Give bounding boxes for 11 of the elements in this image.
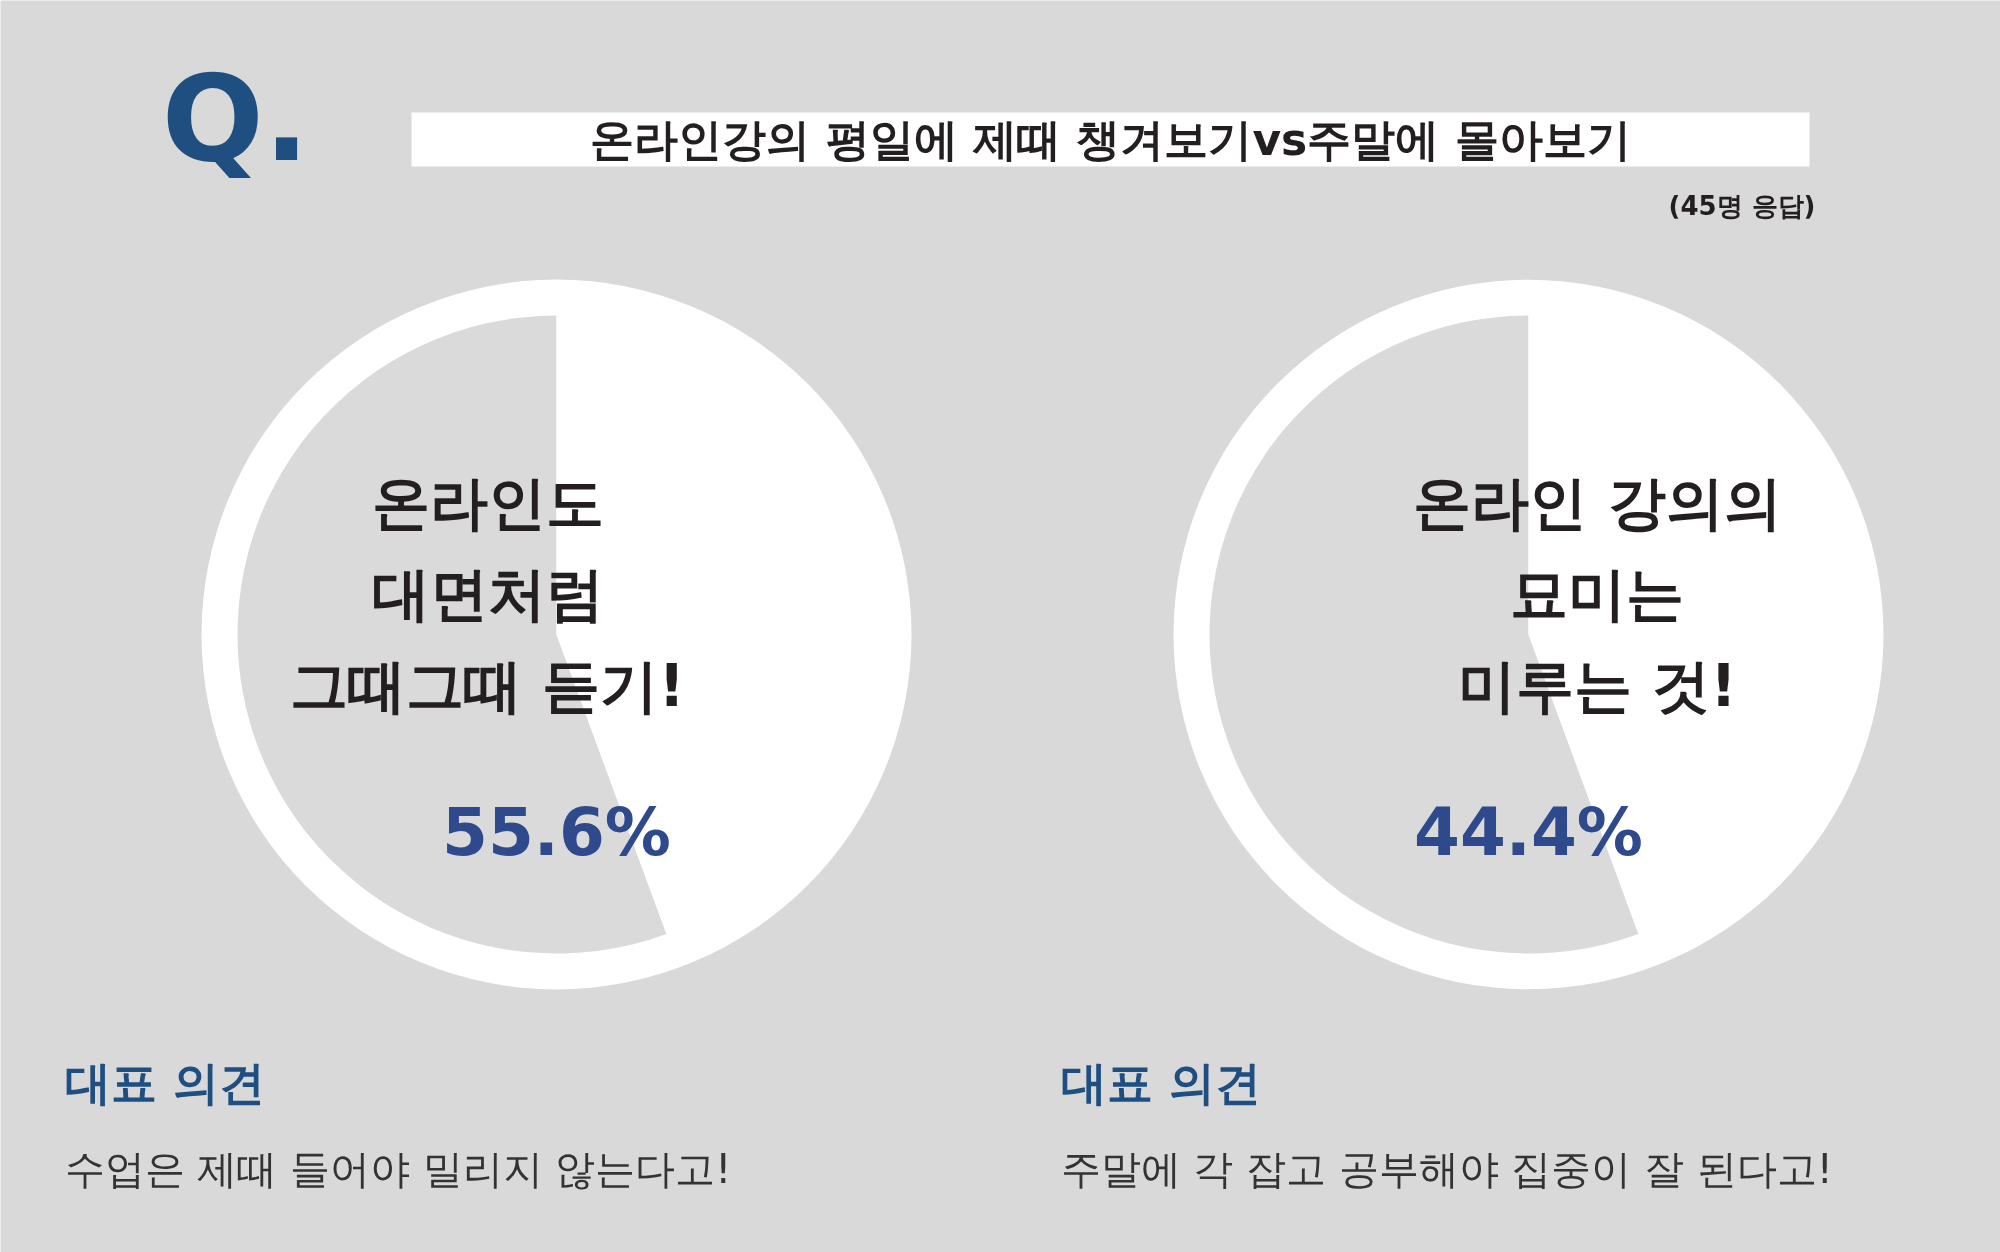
slice-label: 온라인 강의의 묘미는 미루는 것! bbox=[1413, 468, 1782, 721]
data-label: 55.6% bbox=[442, 794, 671, 871]
text: Q. bbox=[161, 49, 310, 188]
data-label: 44.4% bbox=[1414, 794, 1643, 871]
text: 대표 의견 bbox=[64, 1055, 265, 1110]
slice-label: 온라인도 대면처럼 그때그때 듣기! bbox=[290, 468, 685, 721]
text: 수업은 제때 들어야 밀리지 않는다고! bbox=[64, 1145, 732, 1192]
chart-subtitle: (45명 응답) bbox=[1668, 190, 1816, 221]
text: 대표 의견 bbox=[1060, 1055, 1261, 1110]
text: 온라인강의 평일에 제때 챙겨보기vs주말에 몰아보기 bbox=[590, 114, 1631, 165]
text: 주말에 각 잡고 공부해야 집중이 잘 된다고! bbox=[1060, 1145, 1833, 1192]
